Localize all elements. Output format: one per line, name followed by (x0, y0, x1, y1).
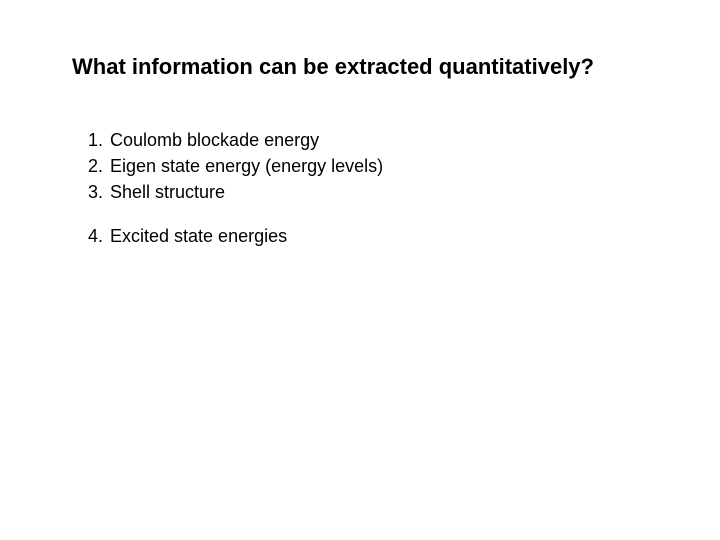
list-group-2: 4. Excited state energies (88, 224, 287, 250)
list-item-number: 1. (88, 128, 110, 152)
list-item: 4. Excited state energies (88, 224, 287, 248)
list-item-text: Coulomb blockade energy (110, 128, 383, 152)
slide-title: What information can be extracted quanti… (72, 54, 594, 80)
list-item-text: Excited state energies (110, 224, 287, 248)
list-item-number: 3. (88, 180, 110, 204)
list-item-number: 4. (88, 224, 110, 248)
list-item-text: Shell structure (110, 180, 383, 204)
list-item-text: Eigen state energy (energy levels) (110, 154, 383, 178)
list-group-1: 1. Coulomb blockade energy 2. Eigen stat… (88, 128, 383, 206)
list-item: 3. Shell structure (88, 180, 383, 204)
list-item-number: 2. (88, 154, 110, 178)
list-item: 2. Eigen state energy (energy levels) (88, 154, 383, 178)
slide: What information can be extracted quanti… (0, 0, 720, 540)
list-item: 1. Coulomb blockade energy (88, 128, 383, 152)
